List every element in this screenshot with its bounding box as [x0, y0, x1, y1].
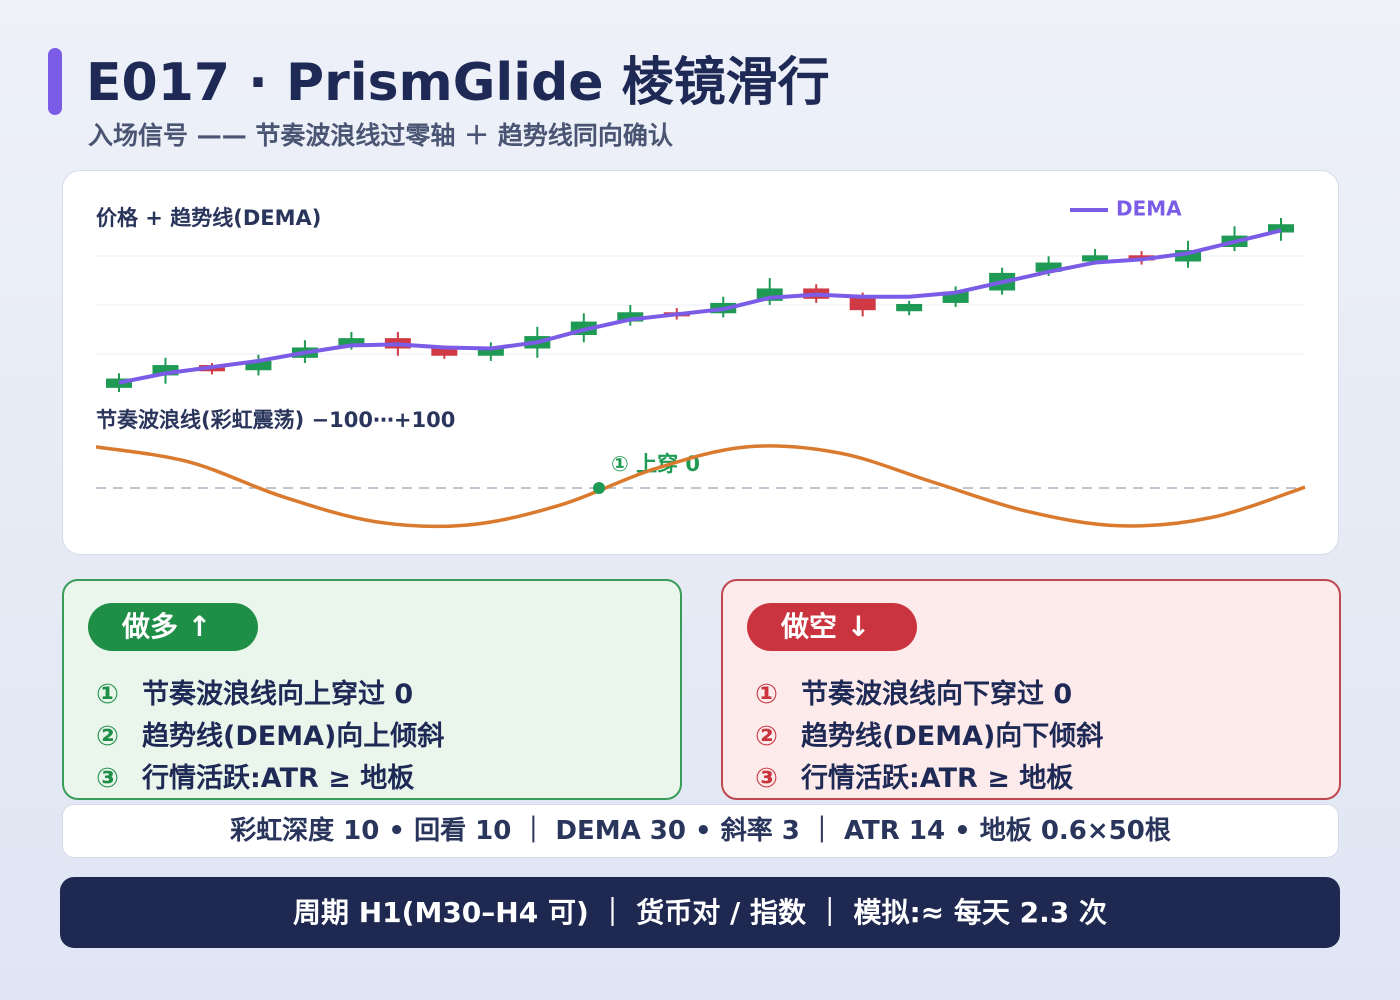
oscillator-line — [95, 444, 1306, 529]
candle-body — [617, 312, 644, 322]
title: E017 · PrismGlide 棱镜滑行 — [86, 53, 830, 113]
long-card: 做多 ↑ ① 节奏波浪线向上穿过 0 ② 趋势线(DEMA)向上倾斜 ③ 行情活跃:ATR… — [62, 579, 682, 800]
rule-text: 趋势线(DEMA)向上倾斜 — [142, 721, 445, 752]
price-title: 价格 + 趋势线(DEMA) — [96, 206, 321, 230]
short-pill: 做空 ↓ — [747, 603, 917, 651]
legend-label: DEMA — [1116, 197, 1182, 221]
candle-body — [942, 291, 969, 303]
chart-panel — [62, 170, 1339, 555]
accent-bar — [48, 48, 62, 115]
rule: ② 趋势线(DEMA)向上倾斜 — [96, 714, 444, 753]
params: 彩虹深度 10 • 回看 10 ｜ DEMA 30 • 斜率 3 ｜ ATR 1… — [62, 804, 1339, 858]
rule-text: 行情活跃:ATR ≥ 地板 — [142, 763, 415, 794]
candle-body — [1035, 262, 1062, 272]
rule: ② 趋势线(DEMA)向下倾斜 — [755, 714, 1103, 753]
rule-number: ③ — [755, 763, 778, 794]
candle-body — [106, 378, 132, 388]
rule: ① 节奏波浪线向上穿过 0 — [96, 672, 413, 711]
subtitle: 入场信号 —— 节奏波浪线过零轴 ＋ 趋势线同向确认 — [88, 121, 673, 150]
cross-dot — [593, 482, 605, 494]
annotation: ① 上穿 0 — [611, 452, 700, 476]
candle-body — [896, 303, 923, 312]
rule: ③ 行情活跃:ATR ≥ 地板 — [755, 756, 1073, 795]
chart: 价格 + 趋势线(DEMA) 节奏波浪线(彩虹震荡) −100⋯+100 DEM… — [95, 197, 1306, 529]
footer: 周期 H1(M30–H4 可) ｜ 货币对 / 指数 ｜ 模拟:≈ 每天 2.3… — [60, 877, 1340, 948]
candle-body — [477, 347, 504, 356]
rule-number: ② — [96, 721, 119, 752]
candle-body — [1175, 250, 1202, 262]
rule: ① 节奏波浪线向下穿过 0 — [755, 672, 1072, 711]
rule-text: 节奏波浪线向上穿过 0 — [142, 679, 414, 710]
rule-number: ① — [755, 679, 778, 710]
candle-body — [338, 338, 365, 346]
candle-body — [431, 348, 458, 356]
rule-text: 趋势线(DEMA)向下倾斜 — [801, 721, 1104, 752]
long-pill: 做多 ↑ — [88, 603, 258, 651]
rule-text: 节奏波浪线向下穿过 0 — [801, 679, 1073, 710]
short-card: 做空 ↓ ① 节奏波浪线向下穿过 0 ② 趋势线(DEMA)向下倾斜 ③ 行情活跃:ATR… — [721, 579, 1341, 800]
rule-number: ② — [755, 721, 778, 752]
candle-body — [1082, 255, 1109, 262]
candle-body — [1268, 224, 1294, 233]
rule-number: ① — [96, 679, 119, 710]
candle-body — [245, 360, 272, 371]
candle-body — [152, 365, 179, 376]
rule-text: 行情活跃:ATR ≥ 地板 — [801, 763, 1074, 794]
candle-body — [849, 297, 876, 311]
osc-title: 节奏波浪线(彩虹震荡) −100⋯+100 — [96, 408, 455, 432]
rule-number: ③ — [96, 763, 119, 794]
rule: ③ 行情活跃:ATR ≥ 地板 — [96, 756, 414, 795]
dema-line — [118, 228, 1282, 385]
